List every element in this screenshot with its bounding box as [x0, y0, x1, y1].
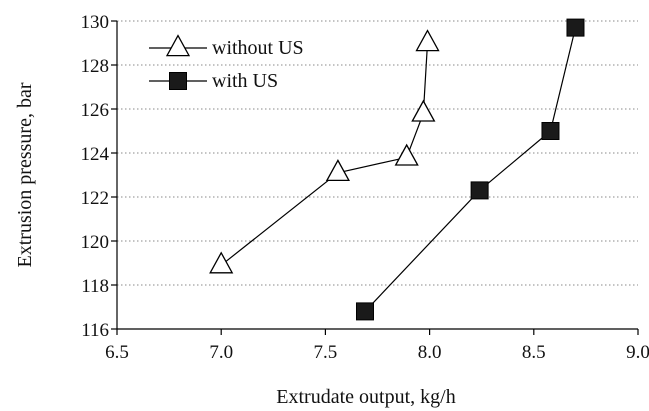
series [209, 18, 585, 321]
grid [117, 20, 638, 286]
series-line [364, 27, 577, 312]
y-axis-title: Extrusion pressure, bar [14, 82, 36, 267]
legend-label: with US [212, 70, 278, 92]
square-point [566, 18, 585, 37]
series-2 [355, 18, 585, 321]
y-tick-label: 126 [81, 100, 110, 121]
y-tick-label: 118 [81, 276, 109, 297]
triangle-point [325, 159, 351, 182]
y-tick-label: 116 [81, 320, 109, 341]
x-tick-label: 8.0 [418, 342, 442, 363]
y-ticks: 116 118 120 122 124 126 128 130 [81, 12, 117, 341]
x-tick-label: 9.0 [626, 342, 649, 363]
triangle-point [415, 29, 440, 52]
legend-triangle-icon [165, 34, 191, 57]
x-axis-title: Extrudate output, kg/h [276, 386, 455, 408]
triangle-point [411, 99, 436, 122]
y-tick-label: 120 [81, 232, 110, 253]
x-tick-label: 7.0 [209, 342, 233, 363]
x-tick-label: 6.5 [105, 342, 129, 363]
legend-item: without US [149, 34, 304, 59]
y-tick-label: 122 [81, 188, 110, 209]
x-tick-label: 7.5 [314, 342, 338, 363]
triangle-point [209, 251, 234, 274]
series-1 [209, 29, 440, 274]
x-ticks: 6.5 7.0 7.5 8.0 8.5 9.0 [105, 329, 649, 363]
square-point [470, 181, 489, 200]
triangle-point [394, 143, 419, 166]
legend-item: with US [149, 70, 278, 92]
y-tick-label: 130 [81, 12, 110, 33]
legend: without US with US [149, 34, 304, 92]
square-point [355, 302, 374, 321]
y-tick-label: 124 [81, 144, 110, 165]
legend-square-icon [169, 72, 187, 90]
square-point [541, 122, 560, 140]
x-tick-label: 8.5 [522, 342, 546, 363]
axes [116, 21, 638, 330]
y-tick-label: 128 [81, 56, 110, 77]
legend-label: without US [212, 37, 304, 59]
